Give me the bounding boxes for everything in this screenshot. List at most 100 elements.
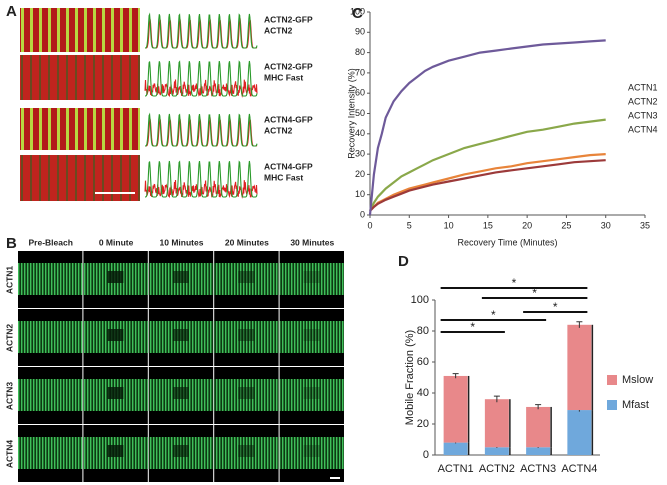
row-label: ACTN4 (4, 440, 14, 469)
y-tick-label: 60 (355, 88, 365, 98)
micrograph (20, 8, 140, 52)
x-tick-label: ACTN4 (561, 463, 597, 475)
bleach-spot (238, 329, 255, 341)
bleach-spot (107, 271, 124, 283)
line-series (368, 39, 606, 216)
bar-segment (484, 399, 509, 448)
x-tick-label: 5 (407, 220, 412, 230)
error-bar (493, 395, 500, 403)
bar-segment (567, 324, 592, 411)
trace-green (145, 160, 258, 198)
micrograph (20, 55, 140, 100)
bleach-spot (107, 445, 124, 457)
x-tick-label: 30 (601, 220, 611, 230)
legend-label: Mfast (622, 399, 649, 411)
row-label: ACTN1 (4, 266, 14, 295)
fiber (18, 437, 83, 469)
panel-c: 0 10 20 30 40 50 60 70 80 90 100 0 5 10 15 20 25 30 35 Reco… (346, 6, 657, 247)
x-tick-label: 35 (640, 220, 650, 230)
row-label: ACTN2 (4, 324, 14, 353)
y-tick-label: 80 (417, 325, 429, 337)
y-tick-label: 30 (355, 148, 365, 158)
y-tick-label: 20 (355, 169, 365, 179)
y-tick-label: 40 (355, 128, 365, 138)
label-red: MHC Fast (264, 172, 303, 182)
significance-label: * (553, 300, 558, 314)
legend-swatch (607, 375, 617, 385)
label-green: ACTN2-GFP (264, 61, 313, 71)
y-tick-label: 40 (417, 387, 429, 399)
bleach-spot (303, 329, 320, 341)
x-tick-label: 15 (483, 220, 493, 230)
bar-segment (567, 410, 592, 455)
x-tick-label: ACTN1 (438, 463, 474, 475)
line-series (369, 159, 606, 212)
panel-label: C (352, 5, 363, 22)
label-green: ACTN4-GFP (264, 161, 313, 171)
bleach-spot (303, 271, 320, 283)
bleach-spot (172, 445, 189, 457)
y-tick-label: 60 (417, 356, 429, 368)
y-tick-label: 100 (350, 6, 365, 16)
y-tick-label: 100 (411, 294, 429, 306)
trace-green (145, 112, 258, 147)
bar-segment (484, 447, 509, 455)
panel-label: D (398, 253, 409, 270)
bar-segment (443, 442, 468, 455)
x-tick-label: 20 (522, 220, 532, 230)
fiber (18, 379, 83, 411)
legend-label: ACTN4 (628, 124, 658, 134)
error-bar (576, 321, 583, 328)
legend-swatch (607, 400, 617, 410)
y-tick-label: 10 (355, 189, 365, 199)
line-series (369, 118, 606, 212)
y-tick-label: 90 (355, 27, 365, 37)
bleach-spot (172, 271, 189, 283)
bleach-spot (107, 387, 124, 399)
y-tick-label: 50 (355, 108, 365, 118)
x-tick-label: ACTN3 (520, 463, 556, 475)
significance-label: * (512, 276, 517, 290)
panel-d: 0 20 40 60 80 100 Mobile Fraction (%) ACTN1 ACTN… (404, 276, 653, 475)
bar-segment (443, 375, 468, 443)
label-green: ACTN4-GFP (264, 114, 313, 124)
bleach-spot (238, 445, 255, 457)
bar-segment (526, 406, 551, 448)
fiber (214, 437, 279, 469)
label-red: ACTN2 (264, 125, 293, 135)
panel-b: Pre-Bleach 0 Minute 10 Minutes 20 Minutes 30… (4, 237, 344, 482)
bleach-spot (107, 329, 124, 341)
fiber (279, 321, 344, 353)
x-tick-label: 0 (367, 220, 372, 230)
bleach-spot (238, 271, 255, 283)
y-tick-label: 0 (423, 449, 429, 461)
trace-green (145, 12, 258, 49)
row-label: ACTN3 (4, 382, 14, 411)
bleach-spot (172, 387, 189, 399)
fiber (279, 437, 344, 469)
error-bar (452, 373, 459, 379)
x-axis-label: Recovery Time (Minutes) (457, 237, 557, 247)
legend-label: ACTN1 (628, 82, 658, 92)
legend-label: ACTN3 (628, 110, 658, 120)
significance-label: * (532, 286, 537, 300)
bleach-spot (172, 329, 189, 341)
fiber (279, 379, 344, 411)
column-label: 0 Minute (99, 237, 134, 247)
bar-segment (526, 447, 551, 455)
column-label: 20 Minutes (225, 237, 269, 247)
y-tick-label: 0 (360, 209, 365, 219)
trace-green (145, 60, 258, 97)
legend-label: ACTN2 (628, 96, 658, 106)
fiber (214, 379, 279, 411)
error-bar (535, 404, 542, 410)
y-tick-label: 20 (417, 418, 429, 430)
label-red: ACTN2 (264, 25, 293, 35)
y-tick-label: 80 (355, 47, 365, 57)
fiber (18, 263, 83, 295)
legend-label: Mslow (622, 374, 653, 386)
fiber (18, 321, 83, 353)
x-tick-label: 25 (561, 220, 571, 230)
